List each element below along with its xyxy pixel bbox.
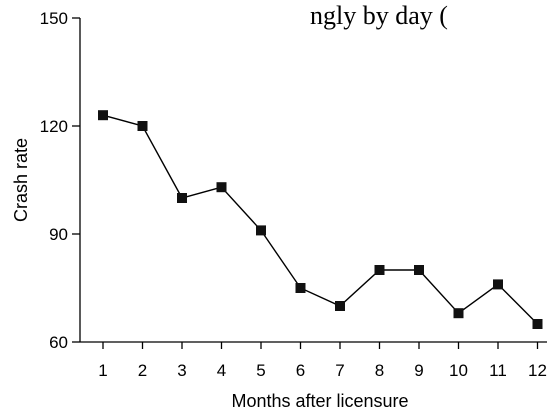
data-point [532, 319, 543, 329]
x-tick-label: 12 [528, 361, 547, 380]
data-point [98, 110, 108, 121]
x-tick-label: 1 [98, 361, 107, 380]
y-tick-label: 90 [49, 225, 68, 244]
data-point [414, 265, 424, 275]
x-axis-title: Months after licensure [231, 391, 408, 411]
x-tick-label: 6 [296, 361, 305, 380]
data-point [256, 225, 266, 236]
x-tick-label: 3 [177, 361, 186, 380]
x-tick-label: 10 [449, 361, 468, 380]
data-point [493, 279, 503, 290]
data-point [216, 182, 227, 193]
data-point [137, 121, 148, 131]
y-axis: 60 90 120 150 [40, 9, 81, 352]
x-tick-label: 2 [138, 361, 147, 380]
data-point [295, 283, 306, 293]
x-tick-label: 7 [335, 361, 344, 380]
series-crash-rate [98, 110, 543, 329]
x-tick-label: 5 [256, 361, 265, 380]
y-axis-title: Crash rate [11, 138, 31, 222]
data-point [177, 193, 187, 203]
series-line [102, 114, 538, 325]
x-axis: 1 2 3 4 5 6 7 8 9 10 11 12 [80, 341, 547, 380]
y-tick-label: 60 [49, 333, 68, 352]
x-tick-label: 9 [414, 361, 423, 380]
y-tick-label: 150 [40, 9, 68, 28]
x-ticks: 1 2 3 4 5 6 7 8 9 10 11 12 [98, 342, 547, 380]
data-point [453, 308, 464, 319]
data-point [374, 265, 385, 275]
x-tick-label: 8 [375, 361, 384, 380]
y-tick-label: 120 [40, 117, 68, 136]
top-cropped-text: ngly by day ( [310, 1, 448, 30]
x-tick-label: 11 [489, 361, 507, 380]
y-ticks: 60 90 120 150 [40, 9, 80, 352]
x-tick-label: 4 [217, 361, 226, 380]
data-point [335, 301, 345, 311]
